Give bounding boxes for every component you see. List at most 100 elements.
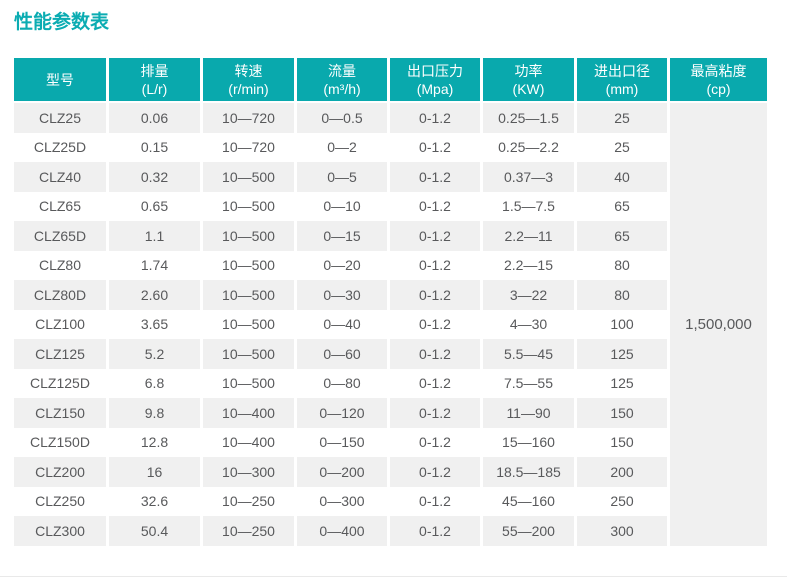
column-label: 转速 (234, 62, 263, 79)
column-header-6: 功率 (KW) (483, 58, 577, 103)
value-cell: 1.1 (109, 221, 203, 251)
value-cell: 6.8 (109, 368, 203, 398)
table-row-clz80: CLZ80 1.74 10—500 0—20 0-1.2 2.2—15 80 (14, 250, 767, 280)
value-cell: 0—150 (297, 427, 390, 457)
value-cell: 0—400 (297, 516, 390, 546)
value-cell: 0-1.2 (390, 250, 483, 280)
value-cell: 0—120 (297, 398, 390, 428)
model-cell: CLZ25 (14, 103, 109, 133)
value-cell: 0-1.2 (390, 457, 483, 487)
value-cell: 18.5—185 (483, 457, 577, 487)
value-cell: 0.15 (109, 132, 203, 162)
value-cell: 1.5—7.5 (483, 191, 577, 221)
value-cell: 10—720 (203, 103, 297, 133)
performance-parameter-table: 型号 排量 (L/r) 转速 (r/min) 流量 (m³/h) 出口压力 (Mpa) 功率 (KW… (14, 58, 767, 546)
value-cell: 0-1.2 (390, 103, 483, 133)
value-cell: 0.25—2.2 (483, 132, 577, 162)
table-row-clz125d: CLZ125D 6.8 10—500 0—80 0-1.2 7.5—55 125 (14, 368, 767, 398)
model-cell: CLZ150 (14, 398, 109, 428)
value-cell: 300 (577, 516, 670, 546)
value-cell: 10—300 (203, 457, 297, 487)
value-cell: 0-1.2 (390, 132, 483, 162)
value-cell: 0—40 (297, 309, 390, 339)
model-cell: CLZ300 (14, 516, 109, 546)
header-row: 型号 排量 (L/r) 转速 (r/min) 流量 (m³/h) 出口压力 (Mpa) 功率 (KW… (14, 58, 767, 103)
value-cell: 0-1.2 (390, 191, 483, 221)
value-cell: 40 (577, 162, 670, 192)
value-cell: 10—250 (203, 486, 297, 516)
value-cell: 25 (577, 103, 670, 133)
model-cell: CLZ80 (14, 250, 109, 280)
table-row-clz65: CLZ65 0.65 10—500 0—10 0-1.2 1.5—7.5 65 (14, 191, 767, 221)
value-cell: 0-1.2 (390, 368, 483, 398)
table-header: 型号 排量 (L/r) 转速 (r/min) 流量 (m³/h) 出口压力 (Mpa) 功率 (KW… (14, 58, 767, 103)
value-cell: 2.2—11 (483, 221, 577, 251)
page-title: 性能参数表 (14, 12, 110, 33)
value-cell: 12.8 (109, 427, 203, 457)
bottom-divider (0, 576, 787, 577)
model-cell: CLZ250 (14, 486, 109, 516)
column-label: 出口压力 (407, 62, 463, 79)
value-cell: 0—80 (297, 368, 390, 398)
value-cell: 100 (577, 309, 670, 339)
table-row-clz125: CLZ125 5.2 10—500 0—60 0-1.2 5.5—45 125 (14, 339, 767, 369)
value-cell: 0-1.2 (390, 398, 483, 428)
value-cell: 0-1.2 (390, 516, 483, 546)
value-cell: 11—90 (483, 398, 577, 428)
value-cell: 0.25—1.5 (483, 103, 577, 133)
value-cell: 0—2 (297, 132, 390, 162)
value-cell: 0—0.5 (297, 103, 390, 133)
column-header-2: 排量 (L/r) (109, 58, 203, 103)
model-cell: CLZ40 (14, 162, 109, 192)
value-cell: 32.6 (109, 486, 203, 516)
value-cell: 0—60 (297, 339, 390, 369)
model-cell: CLZ25D (14, 132, 109, 162)
column-header-1: 型号 (14, 58, 109, 103)
value-cell: 5.2 (109, 339, 203, 369)
value-cell: 65 (577, 191, 670, 221)
column-unit: (Mpa) (416, 80, 454, 97)
column-label: 功率 (514, 62, 543, 79)
table-row-clz80d: CLZ80D 2.60 10—500 0—30 0-1.2 3—22 80 (14, 280, 767, 310)
value-cell: 0—300 (297, 486, 390, 516)
model-cell: CLZ150D (14, 427, 109, 457)
value-cell: 0-1.2 (390, 486, 483, 516)
value-cell: 7.5—55 (483, 368, 577, 398)
table-row-clz25d: CLZ25D 0.15 10—720 0—2 0-1.2 0.25—2.2 25 (14, 132, 767, 162)
max-viscosity-merged-cell: 1,500,000 (670, 103, 767, 546)
value-cell: 0—200 (297, 457, 390, 487)
value-cell: 10—500 (203, 162, 297, 192)
value-cell: 65 (577, 221, 670, 251)
column-label: 进出口径 (594, 62, 650, 79)
column-unit: (KW) (512, 80, 545, 97)
value-cell: 10—720 (203, 132, 297, 162)
table-row-clz65d: CLZ65D 1.1 10—500 0—15 0-1.2 2.2—11 65 (14, 221, 767, 251)
value-cell: 80 (577, 250, 670, 280)
value-cell: 0.65 (109, 191, 203, 221)
table-row-clz200: CLZ200 16 10—300 0—200 0-1.2 18.5—185 200 (14, 457, 767, 487)
value-cell: 25 (577, 132, 670, 162)
value-cell: 150 (577, 427, 670, 457)
value-cell: 125 (577, 368, 670, 398)
value-cell: 250 (577, 486, 670, 516)
value-cell: 0—5 (297, 162, 390, 192)
column-header-8: 最高粘度 (cp) (670, 58, 767, 103)
model-cell: CLZ125 (14, 339, 109, 369)
value-cell: 3.65 (109, 309, 203, 339)
value-cell: 80 (577, 280, 670, 310)
value-cell: 5.5—45 (483, 339, 577, 369)
model-cell: CLZ125D (14, 368, 109, 398)
table-row-clz150: CLZ150 9.8 10—400 0—120 0-1.2 11—90 150 (14, 398, 767, 428)
column-label: 排量 (140, 62, 169, 79)
column-header-7: 进出口径 (mm) (577, 58, 670, 103)
column-unit: (r/min) (228, 80, 269, 97)
value-cell: 16 (109, 457, 203, 487)
value-cell: 0-1.2 (390, 221, 483, 251)
value-cell: 50.4 (109, 516, 203, 546)
table-row-clz25: CLZ25 0.06 10—720 0—0.5 0-1.2 0.25—1.5 25 1,500… (14, 103, 767, 546)
value-cell: 2.2—15 (483, 250, 577, 280)
model-cell: CLZ65 (14, 191, 109, 221)
column-label: 最高粘度 (690, 62, 747, 79)
value-cell: 10—500 (203, 339, 297, 369)
table-row-clz150d: CLZ150D 12.8 10—400 0—150 0-1.2 15—160 150 (14, 427, 767, 457)
